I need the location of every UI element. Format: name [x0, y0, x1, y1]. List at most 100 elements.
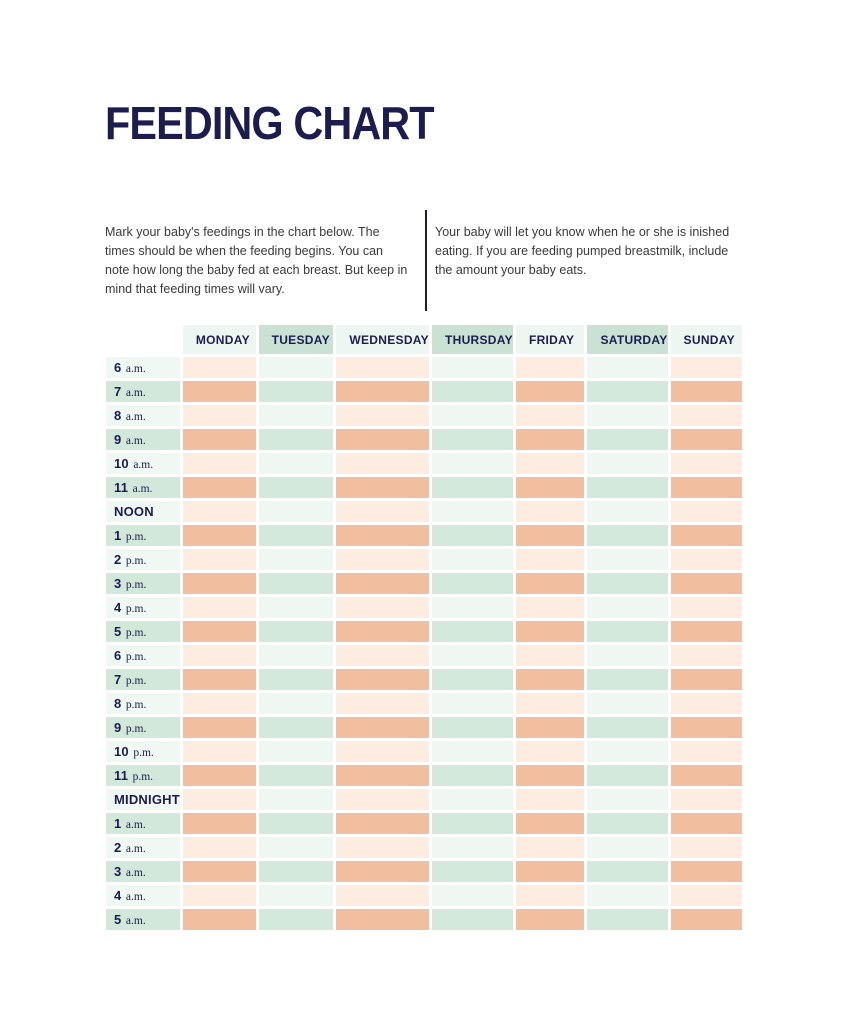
feeding-cell[interactable] [182, 573, 256, 594]
feeding-cell[interactable] [515, 765, 585, 786]
feeding-cell[interactable] [515, 789, 585, 810]
feeding-cell[interactable] [431, 597, 513, 618]
feeding-cell[interactable] [431, 549, 513, 570]
feeding-cell[interactable] [670, 525, 742, 546]
feeding-cell[interactable] [182, 501, 256, 522]
feeding-cell[interactable] [431, 789, 513, 810]
feeding-cell[interactable] [258, 861, 334, 882]
feeding-cell[interactable] [670, 549, 742, 570]
feeding-cell[interactable] [587, 573, 668, 594]
feeding-cell[interactable] [670, 669, 742, 690]
feeding-cell[interactable] [182, 645, 256, 666]
feeding-cell[interactable] [431, 645, 513, 666]
feeding-cell[interactable] [258, 597, 334, 618]
feeding-cell[interactable] [587, 645, 668, 666]
feeding-cell[interactable] [336, 453, 429, 474]
feeding-cell[interactable] [336, 429, 429, 450]
feeding-cell[interactable] [515, 357, 585, 378]
feeding-cell[interactable] [182, 429, 256, 450]
feeding-cell[interactable] [431, 669, 513, 690]
feeding-cell[interactable] [258, 525, 334, 546]
feeding-cell[interactable] [670, 381, 742, 402]
feeding-cell[interactable] [336, 837, 429, 858]
feeding-cell[interactable] [431, 693, 513, 714]
feeding-cell[interactable] [670, 789, 742, 810]
feeding-cell[interactable] [182, 789, 256, 810]
feeding-cell[interactable] [336, 525, 429, 546]
feeding-cell[interactable] [587, 669, 668, 690]
feeding-cell[interactable] [587, 405, 668, 426]
feeding-cell[interactable] [258, 885, 334, 906]
feeding-cell[interactable] [258, 405, 334, 426]
feeding-cell[interactable] [587, 621, 668, 642]
feeding-cell[interactable] [182, 837, 256, 858]
feeding-cell[interactable] [258, 357, 334, 378]
feeding-cell[interactable] [670, 765, 742, 786]
feeding-cell[interactable] [587, 597, 668, 618]
feeding-cell[interactable] [336, 909, 429, 930]
feeding-cell[interactable] [431, 885, 513, 906]
feeding-cell[interactable] [258, 645, 334, 666]
feeding-cell[interactable] [587, 357, 668, 378]
feeding-cell[interactable] [587, 525, 668, 546]
feeding-cell[interactable] [670, 501, 742, 522]
feeding-cell[interactable] [515, 453, 585, 474]
feeding-cell[interactable] [182, 693, 256, 714]
feeding-cell[interactable] [431, 405, 513, 426]
feeding-cell[interactable] [336, 357, 429, 378]
feeding-cell[interactable] [431, 909, 513, 930]
feeding-cell[interactable] [587, 741, 668, 762]
feeding-cell[interactable] [182, 669, 256, 690]
feeding-cell[interactable] [587, 885, 668, 906]
feeding-cell[interactable] [587, 717, 668, 738]
feeding-cell[interactable] [587, 909, 668, 930]
feeding-cell[interactable] [670, 597, 742, 618]
feeding-cell[interactable] [515, 813, 585, 834]
feeding-cell[interactable] [336, 693, 429, 714]
feeding-cell[interactable] [587, 453, 668, 474]
feeding-cell[interactable] [258, 453, 334, 474]
feeding-cell[interactable] [258, 573, 334, 594]
feeding-cell[interactable] [182, 357, 256, 378]
feeding-cell[interactable] [336, 621, 429, 642]
feeding-cell[interactable] [431, 573, 513, 594]
feeding-cell[interactable] [258, 693, 334, 714]
feeding-cell[interactable] [336, 813, 429, 834]
feeding-cell[interactable] [670, 717, 742, 738]
feeding-cell[interactable] [670, 477, 742, 498]
feeding-cell[interactable] [670, 909, 742, 930]
feeding-cell[interactable] [182, 405, 256, 426]
feeding-cell[interactable] [670, 741, 742, 762]
feeding-cell[interactable] [182, 621, 256, 642]
feeding-cell[interactable] [587, 765, 668, 786]
feeding-cell[interactable] [258, 765, 334, 786]
feeding-cell[interactable] [182, 381, 256, 402]
feeding-cell[interactable] [515, 501, 585, 522]
feeding-cell[interactable] [258, 741, 334, 762]
feeding-cell[interactable] [258, 477, 334, 498]
feeding-cell[interactable] [515, 477, 585, 498]
feeding-cell[interactable] [431, 357, 513, 378]
feeding-cell[interactable] [587, 549, 668, 570]
feeding-cell[interactable] [515, 381, 585, 402]
feeding-cell[interactable] [336, 597, 429, 618]
feeding-cell[interactable] [431, 837, 513, 858]
feeding-cell[interactable] [336, 789, 429, 810]
feeding-cell[interactable] [258, 837, 334, 858]
feeding-cell[interactable] [515, 861, 585, 882]
feeding-cell[interactable] [587, 501, 668, 522]
feeding-cell[interactable] [515, 693, 585, 714]
feeding-cell[interactable] [515, 525, 585, 546]
feeding-cell[interactable] [670, 813, 742, 834]
feeding-cell[interactable] [182, 885, 256, 906]
feeding-cell[interactable] [182, 813, 256, 834]
feeding-cell[interactable] [336, 765, 429, 786]
feeding-cell[interactable] [587, 693, 668, 714]
feeding-cell[interactable] [336, 885, 429, 906]
feeding-cell[interactable] [431, 741, 513, 762]
feeding-cell[interactable] [431, 429, 513, 450]
feeding-cell[interactable] [431, 621, 513, 642]
feeding-cell[interactable] [587, 381, 668, 402]
feeding-cell[interactable] [587, 861, 668, 882]
feeding-cell[interactable] [670, 861, 742, 882]
